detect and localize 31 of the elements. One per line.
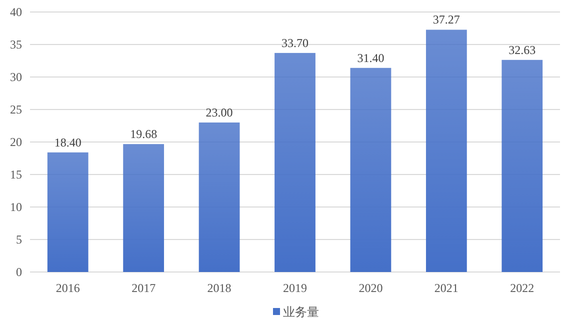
x-tick-label: 2022 [510,281,534,295]
bar [274,52,316,272]
y-tick-label: 10 [10,200,22,214]
bar [198,122,240,272]
data-label: 23.00 [206,106,233,120]
x-tick-label: 2020 [358,281,383,295]
bar [350,68,392,272]
x-tick-label: 2018 [207,281,232,295]
y-tick-label: 25 [10,102,22,116]
y-tick-label: 30 [10,70,22,84]
bar [123,144,164,272]
data-label: 33.70 [282,36,308,50]
x-tick-label: 2016 [56,281,80,295]
bar [426,30,467,272]
y-tick-label: 40 [10,5,22,19]
x-tick-label: 2019 [283,281,307,295]
y-tick-label: 15 [10,168,22,182]
legend-label: 业务量 [283,305,319,319]
x-tick-label: 2021 [434,281,458,295]
y-tick-label: 0 [16,265,22,279]
y-tick-label: 5 [16,232,22,246]
data-label: 32.63 [508,42,536,57]
x-tick-label: 2017 [132,281,156,295]
bar [502,60,543,272]
bar [47,152,88,272]
data-label: 18.40 [54,135,82,150]
data-label: 31.40 [357,50,384,65]
data-label: 19.68 [130,127,158,142]
data-label: 37.27 [432,12,460,27]
y-tick-label: 20 [10,135,22,149]
y-tick-label: 35 [10,38,22,52]
